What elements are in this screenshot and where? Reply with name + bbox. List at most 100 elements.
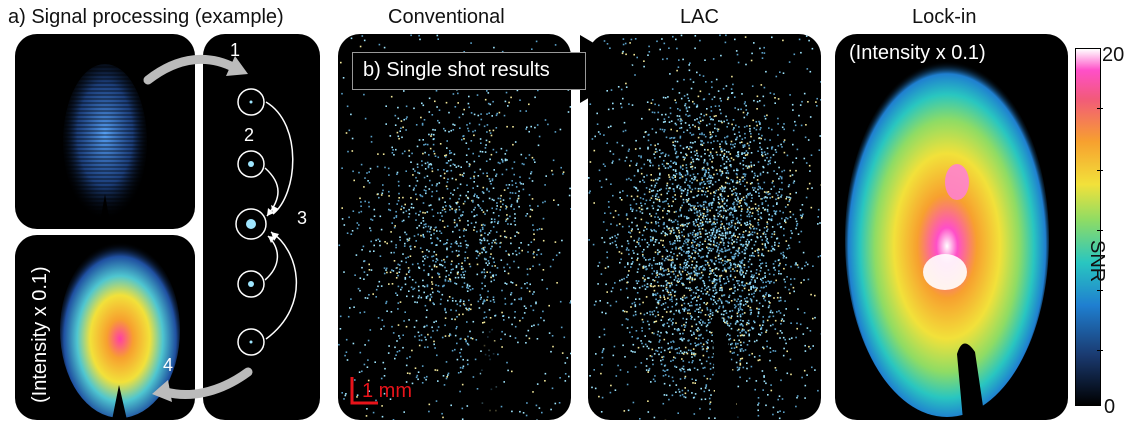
- speckle: [375, 399, 377, 402]
- speckle: [658, 225, 660, 227]
- speckle: [782, 336, 785, 339]
- speckle: [706, 218, 708, 220]
- speckle: [467, 287, 470, 289]
- speckle: [765, 293, 767, 296]
- speckle: [696, 214, 699, 217]
- speckle: [411, 382, 414, 385]
- speckle: [678, 271, 681, 274]
- speckle: [453, 124, 456, 126]
- speckle: [725, 282, 727, 284]
- speckle: [363, 39, 366, 42]
- speckle: [738, 247, 740, 249]
- speckle: [564, 380, 567, 382]
- speckle: [384, 367, 386, 370]
- speckle: [421, 195, 424, 198]
- speckle: [666, 182, 669, 185]
- speckle: [742, 196, 745, 199]
- speckle: [476, 251, 479, 253]
- speckle: [767, 269, 770, 271]
- speckle: [757, 222, 759, 224]
- speckle: [694, 274, 696, 276]
- speckle: [570, 300, 571, 302]
- speckle: [601, 356, 604, 359]
- speckle: [616, 224, 618, 227]
- speckle: [429, 299, 431, 302]
- speckle: [457, 372, 460, 374]
- speckle: [455, 327, 457, 330]
- speckle: [533, 256, 535, 259]
- speckle: [446, 255, 449, 258]
- speckle: [817, 389, 819, 392]
- speckle: [747, 305, 750, 307]
- speckle: [529, 268, 531, 270]
- speckle: [722, 234, 724, 237]
- speckle: [679, 338, 682, 340]
- speckle: [493, 261, 495, 263]
- speckle: [403, 320, 405, 322]
- speckle: [775, 210, 778, 213]
- speckle: [696, 304, 698, 306]
- speckle: [810, 154, 813, 156]
- speckle: [492, 100, 494, 103]
- speckle: [714, 192, 717, 194]
- speckle: [531, 198, 534, 200]
- speckle: [434, 155, 437, 157]
- speckle: [757, 404, 759, 406]
- speckle: [702, 292, 704, 295]
- speckle: [680, 34, 683, 37]
- speckle: [377, 153, 379, 155]
- speckle: [722, 238, 724, 240]
- speckle: [737, 227, 739, 229]
- speckle: [753, 244, 756, 246]
- speckle: [747, 260, 750, 263]
- speckle: [408, 208, 410, 211]
- speckle: [661, 264, 663, 266]
- speckle: [670, 298, 673, 300]
- speckle: [766, 147, 769, 149]
- speckle: [749, 226, 751, 229]
- speckle: [698, 334, 700, 337]
- speckle: [482, 192, 485, 194]
- speckle: [687, 250, 690, 253]
- speckle: [651, 348, 654, 351]
- speckle: [747, 193, 750, 195]
- speckle: [701, 177, 703, 179]
- speckle: [701, 221, 704, 223]
- speckle: [381, 319, 384, 321]
- speckle: [536, 229, 539, 231]
- speckle: [658, 177, 661, 179]
- speckle: [436, 354, 438, 357]
- speckle: [625, 86, 628, 88]
- speckle: [763, 380, 766, 383]
- speckle: [745, 240, 747, 243]
- speckle: [483, 317, 485, 319]
- speckle: [625, 156, 628, 159]
- speckle: [783, 278, 786, 281]
- speckle: [648, 323, 650, 326]
- speckle: [678, 59, 680, 61]
- speckle: [548, 332, 551, 334]
- speckle: [681, 304, 683, 307]
- speckle: [804, 265, 806, 267]
- speckle: [783, 228, 785, 230]
- speckle: [418, 339, 421, 341]
- speckle: [729, 275, 732, 278]
- speckle: [740, 236, 742, 239]
- speckle: [399, 130, 401, 132]
- speckle: [694, 119, 696, 121]
- speckle: [459, 173, 461, 176]
- speckle: [697, 190, 700, 192]
- speckle: [760, 279, 763, 282]
- speckle: [738, 309, 740, 312]
- speckle: [748, 289, 750, 291]
- speckle: [592, 412, 594, 414]
- speckle: [697, 296, 699, 299]
- speckle: [597, 131, 600, 133]
- speckle: [373, 208, 376, 211]
- speckle: [687, 255, 690, 258]
- speckle: [746, 367, 748, 370]
- speckle: [749, 222, 751, 225]
- speckle: [685, 178, 688, 180]
- speckle: [341, 92, 343, 95]
- speckle: [727, 158, 730, 160]
